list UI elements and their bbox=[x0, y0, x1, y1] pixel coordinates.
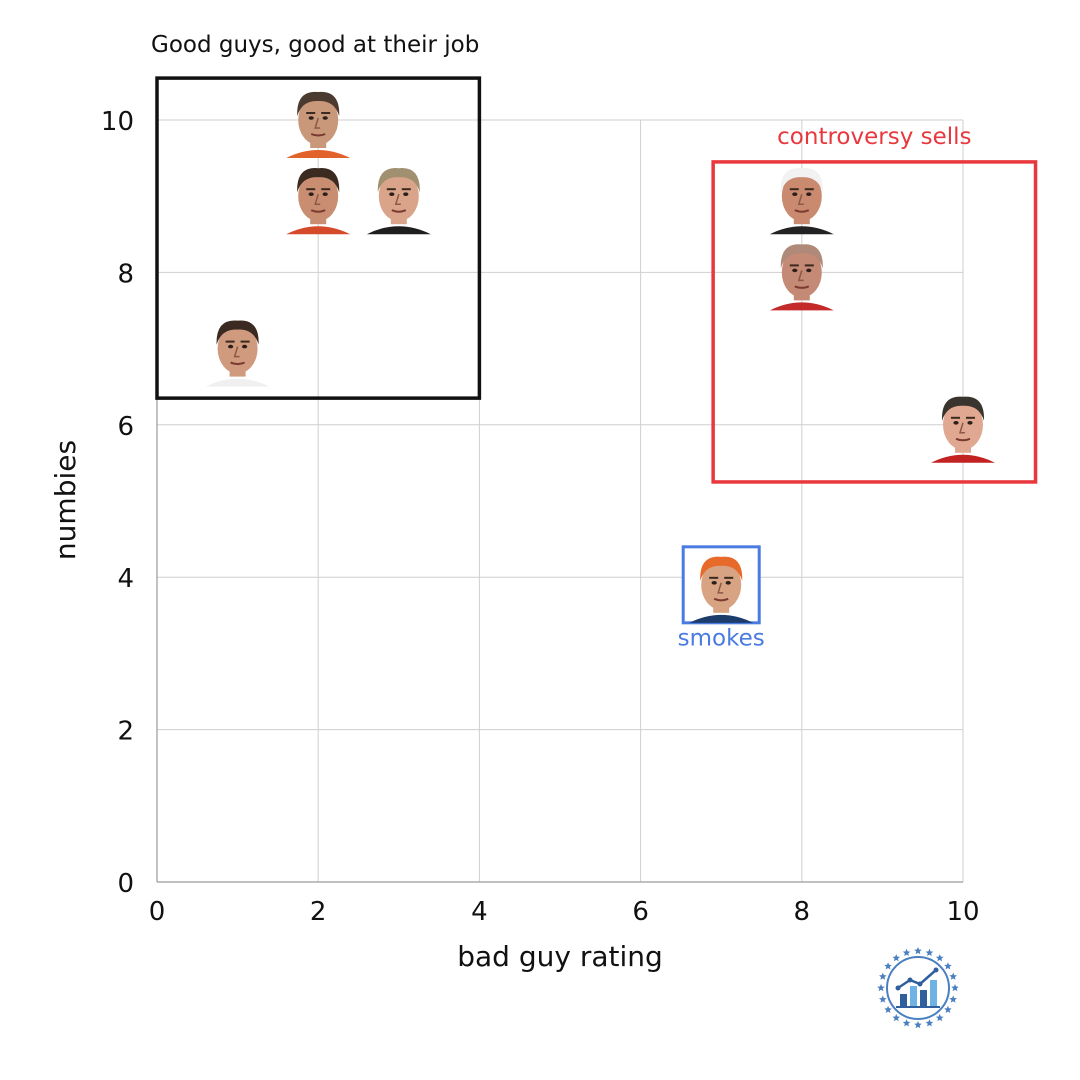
data-point-2 bbox=[286, 168, 351, 235]
y-tick-label: 4 bbox=[117, 564, 134, 594]
y-tick-label: 6 bbox=[117, 412, 134, 442]
data-point-8 bbox=[681, 545, 761, 625]
data-point-3 bbox=[366, 168, 431, 235]
data-point-6 bbox=[769, 244, 834, 311]
y-tick-label: 2 bbox=[117, 717, 134, 747]
data-points bbox=[205, 91, 995, 625]
data-point-5 bbox=[769, 168, 834, 235]
y-axis-title: numbies bbox=[49, 440, 82, 560]
grid-lines bbox=[157, 119, 964, 882]
x-tick-label: 2 bbox=[310, 897, 327, 927]
y-tick-label: 0 bbox=[117, 869, 134, 899]
stats-logo-icon bbox=[877, 947, 959, 1029]
group-label-good: Good guys, good at their job bbox=[151, 32, 479, 58]
y-tick-label: 10 bbox=[101, 107, 134, 137]
data-point-4 bbox=[205, 320, 270, 387]
x-tick-label: 10 bbox=[946, 897, 979, 927]
group-label-controversy: controversy sells bbox=[777, 124, 971, 150]
group-label-smokes: smokes bbox=[678, 625, 765, 651]
axes: 0 2 4 6 8 10 0 2 4 6 8 10 bbox=[101, 107, 980, 927]
group-boxes bbox=[155, 76, 1038, 484]
x-tick-label: 4 bbox=[471, 897, 488, 927]
data-point-1 bbox=[286, 91, 351, 158]
x-tick-label: 6 bbox=[632, 897, 649, 927]
group-labels: Good guys, good at their job controversy … bbox=[151, 32, 972, 651]
data-point-7 bbox=[931, 396, 995, 463]
group-box-controversy bbox=[711, 160, 1038, 484]
group-box-good bbox=[155, 76, 482, 400]
x-tick-label: 8 bbox=[794, 897, 811, 927]
y-tick-label: 8 bbox=[117, 259, 134, 289]
x-tick-label: 0 bbox=[149, 897, 166, 927]
x-axis-title: bad guy rating bbox=[457, 940, 663, 973]
